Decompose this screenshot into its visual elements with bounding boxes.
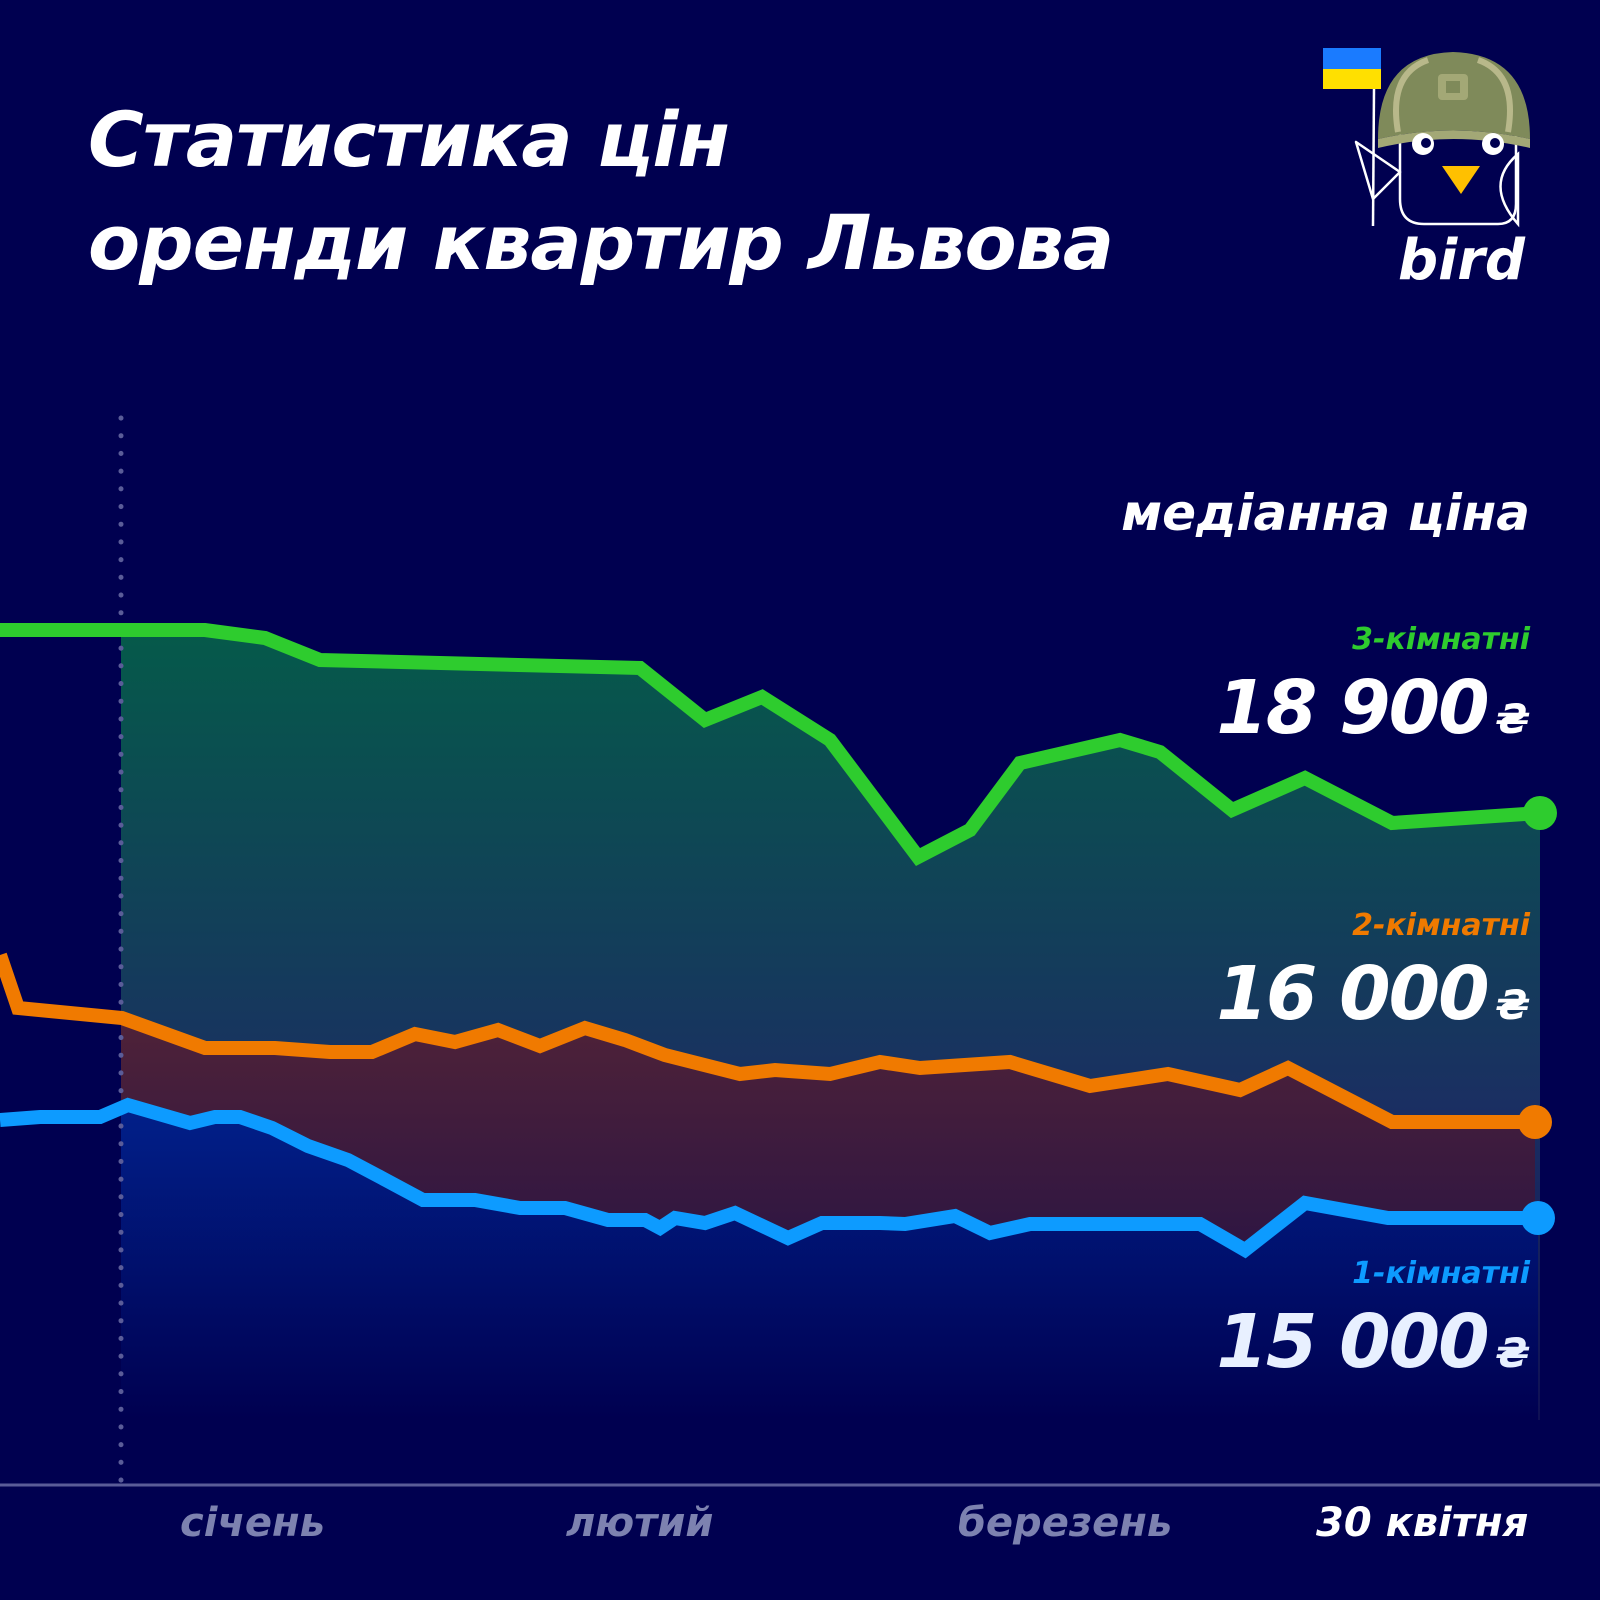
median-price-heading: медіанна ціна (1121, 484, 1530, 542)
endpoint-marker (1523, 796, 1557, 830)
series-line-3-rooms (0, 623, 1541, 866)
legend-1-room: 1-кімнатні 15 000 ₴ (1216, 1256, 1530, 1395)
series-lines (0, 623, 1557, 1259)
area-fill-1-rooms (121, 1105, 1538, 1420)
legend-1-room-label: 1-кімнатні (1352, 1256, 1530, 1291)
legend-3-rooms-value: 18 900 ₴ (1216, 665, 1530, 751)
logo-text: bird (1398, 228, 1525, 293)
x-tick-april-30: 30 квітня (1316, 1500, 1529, 1546)
x-tick-february: лютий (566, 1500, 714, 1546)
series-line-2-rooms (0, 952, 1535, 1129)
series-line-1-rooms (0, 1097, 1538, 1259)
title-line-2: оренди квартир Львова (88, 198, 1114, 287)
legend-2-rooms-value: 16 000 ₴ (1216, 951, 1530, 1037)
legend-3-rooms: 3-кімнатні 18 900 ₴ (1216, 622, 1530, 761)
x-tick-january: січень (180, 1500, 325, 1546)
bird-logo-icon (1323, 48, 1530, 228)
x-tick-march: березень (958, 1500, 1173, 1546)
legend-2-rooms: 2-кімнатні 16 000 ₴ (1216, 908, 1530, 1047)
endpoint-marker (1521, 1201, 1555, 1235)
legend-3-rooms-label: 3-кімнатні (1352, 622, 1530, 657)
hryvnia-icon: ₴ (1495, 1331, 1530, 1377)
legend-1-room-value: 15 000 ₴ (1216, 1299, 1530, 1385)
hryvnia-icon: ₴ (1495, 983, 1530, 1029)
title-line-1: Статистика цін (88, 95, 730, 184)
hryvnia-icon: ₴ (1495, 697, 1530, 743)
endpoint-marker (1518, 1105, 1552, 1139)
legend-2-rooms-label: 2-кімнатні (1352, 908, 1530, 943)
page-title: Статистика цін оренди квартир Львова (88, 88, 1114, 294)
